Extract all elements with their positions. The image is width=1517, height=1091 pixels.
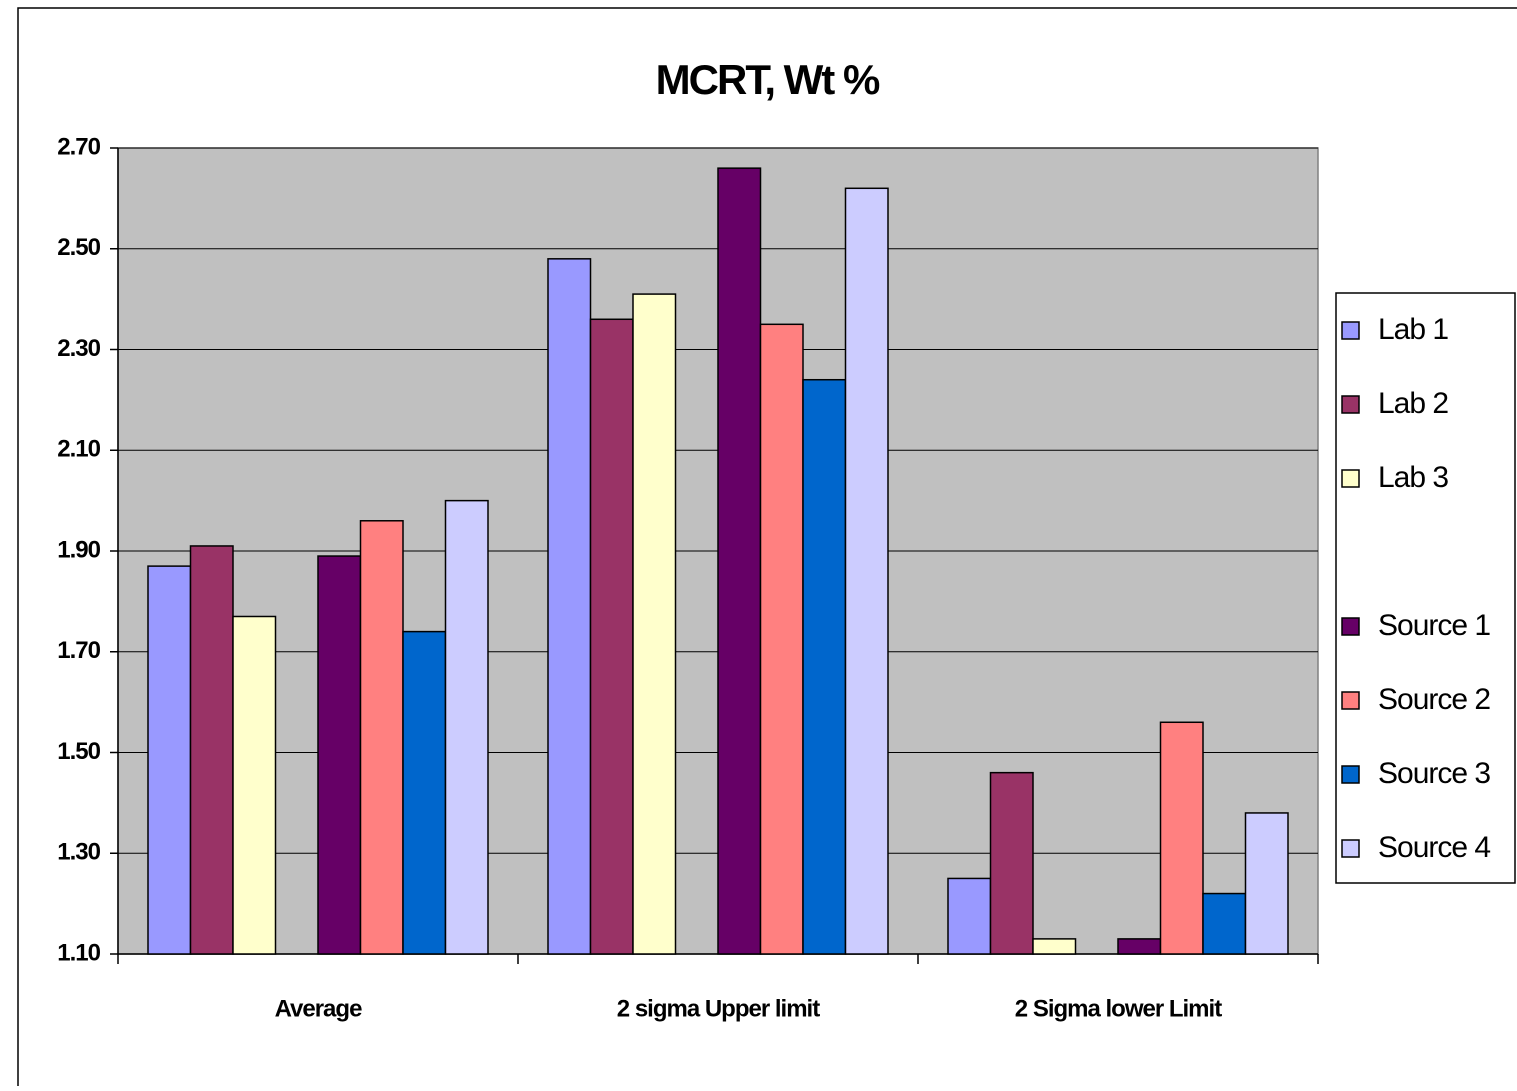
- legend-label: Lab 1: [1378, 313, 1448, 346]
- bar: [1202, 892, 1247, 955]
- y-tick-label: 1.10: [57, 939, 100, 966]
- y-tick-label: 1.90: [57, 536, 100, 563]
- chart-title: MCRT, Wt %: [656, 56, 880, 103]
- legend-label: Lab 2: [1378, 387, 1448, 420]
- legend-label: Source 3: [1378, 757, 1490, 790]
- bar: [947, 877, 992, 955]
- y-tick-label: 2.70: [57, 133, 100, 160]
- bar: [844, 187, 889, 955]
- legend-swatch: [1341, 765, 1360, 784]
- bar: [632, 293, 677, 955]
- bar: [444, 499, 489, 955]
- bar: [1159, 721, 1204, 955]
- y-tick-label: 2.10: [57, 436, 100, 463]
- bar: [547, 258, 592, 955]
- y-tick-label: 2.30: [57, 335, 100, 362]
- bar: [989, 771, 1034, 955]
- legend-label: Source 2: [1378, 683, 1490, 716]
- legend-swatch: [1341, 469, 1360, 488]
- y-tick-label: 1.50: [57, 738, 100, 765]
- x-tick-label: Average: [275, 995, 362, 1022]
- legend-swatch: [1341, 321, 1360, 340]
- bar: [1244, 812, 1289, 955]
- legend-label: Source 4: [1378, 831, 1490, 864]
- legend-swatch: [1341, 839, 1360, 858]
- legend-swatch: [1341, 691, 1360, 710]
- legend-swatch: [1341, 395, 1360, 414]
- x-tick-label: 2 sigma Upper limit: [617, 995, 820, 1022]
- bar: [1117, 938, 1162, 955]
- bar: [589, 318, 634, 955]
- y-tick-label: 1.70: [57, 637, 100, 664]
- legend-box: [1335, 292, 1516, 884]
- bar: [147, 565, 192, 955]
- legend-label: Lab 3: [1378, 461, 1448, 494]
- bar: [232, 615, 277, 955]
- y-tick-label: 1.30: [57, 839, 100, 866]
- x-tick-label: 2 Sigma lower Limit: [1015, 995, 1222, 1022]
- bar: [359, 520, 404, 955]
- legend-label: Source 1: [1378, 609, 1490, 642]
- y-tick-label: 2.50: [57, 234, 100, 261]
- bar: [717, 167, 762, 955]
- bar: [1032, 938, 1077, 955]
- bar: [759, 323, 804, 955]
- bar: [402, 630, 447, 955]
- bar: [189, 545, 234, 955]
- bar: [317, 555, 362, 955]
- legend-swatch: [1341, 617, 1360, 636]
- bar: [802, 378, 847, 955]
